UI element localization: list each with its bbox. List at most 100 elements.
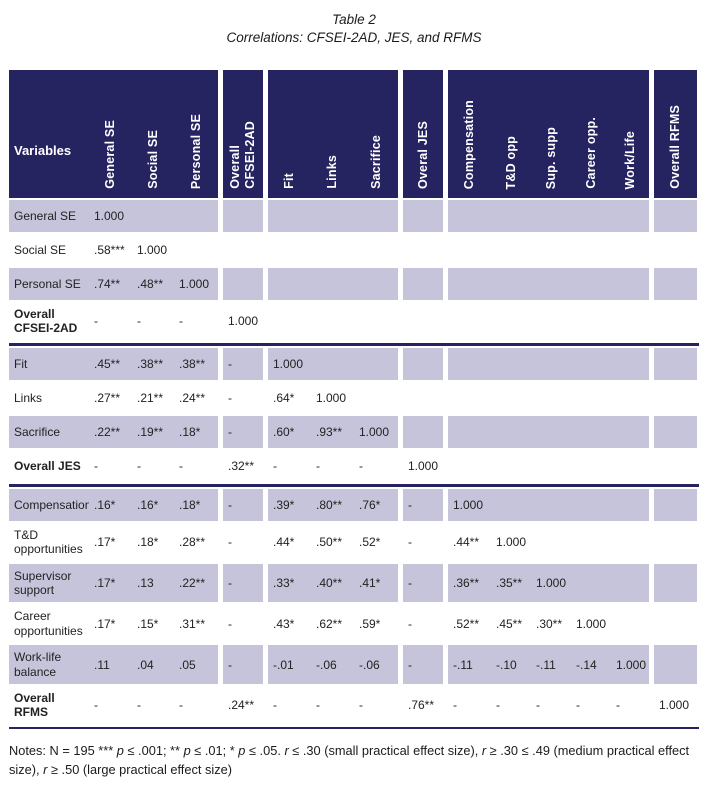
table-cell [531, 488, 571, 521]
table-cell: - [223, 488, 263, 521]
column-gutter [649, 347, 654, 380]
table-cell: .05 [174, 645, 218, 684]
table-cell: - [89, 302, 132, 341]
row-label: Work-life balance [9, 645, 89, 684]
notes-text-segment: p [238, 742, 246, 758]
table-cell: - [311, 449, 354, 482]
table-cell: .74** [89, 268, 132, 301]
column-gutter [398, 645, 403, 684]
table-cell [268, 302, 311, 341]
correlation-table: Variables General SE Social SE Personal SE O… [9, 70, 699, 729]
table-cell: .38** [174, 347, 218, 380]
table-cell: .93** [311, 415, 354, 448]
table-cell: .76** [403, 686, 443, 725]
column-gutter [218, 381, 223, 414]
row-label: Links [9, 381, 89, 414]
column-gutter [443, 268, 448, 301]
table-cell [354, 347, 398, 380]
notes-text-segment: ≤ .001; ** [123, 742, 184, 758]
table-cell: - [403, 604, 443, 644]
table-cell: 1.000 [174, 268, 218, 301]
table-cell [571, 449, 611, 482]
table-cell: - [448, 686, 491, 725]
table-row: Compensation .16* .16* .18* - .39* .80** .76* -1… [9, 488, 699, 521]
table-cell [611, 415, 649, 448]
table-cell: - [89, 449, 132, 482]
table-cell: - [174, 449, 218, 482]
table-cell: .60* [268, 415, 311, 448]
table-cell: .43* [268, 604, 311, 644]
table-cell [531, 200, 571, 233]
column-gutter [649, 302, 654, 341]
table-cell [531, 302, 571, 341]
variables-header: Variables [9, 70, 89, 199]
table-row: Overall RFMS - - - .24** - - - .76** - - - - -1.000 [9, 686, 699, 725]
table-cell: - [223, 522, 263, 562]
table-cell [571, 234, 611, 267]
table-row: Links .27** .21** .24** - .64* 1.000 [9, 381, 699, 414]
table-cell: -.11 [448, 645, 491, 684]
header-row: Variables General SE Social SE Personal SE O… [9, 70, 699, 199]
table-number: Table 2 [332, 12, 376, 27]
table-cell: .44** [448, 522, 491, 562]
table-cell: - [403, 645, 443, 684]
table-cell: - [132, 449, 174, 482]
table-cell: - [223, 347, 263, 380]
table-cell: .04 [132, 645, 174, 684]
table-cell: .16* [132, 488, 174, 521]
table-cell: - [223, 563, 263, 603]
column-gutter [649, 604, 654, 644]
table-cell: .62** [311, 604, 354, 644]
table-cell: .18* [174, 488, 218, 521]
table-cell [174, 200, 218, 233]
table-cell [491, 381, 531, 414]
table-cell [491, 302, 531, 341]
table-cell: .17* [89, 604, 132, 644]
table-row: Overall JES - - - .32** - - -1.000 [9, 449, 699, 482]
table-cell: .21** [132, 381, 174, 414]
table-cell [311, 268, 354, 301]
table-cell: .33* [268, 563, 311, 603]
column-gutter [263, 522, 268, 562]
notes-text-segment: p [116, 742, 124, 758]
column-header: Overall RFMS [654, 70, 697, 199]
column-header-label: Overal JES [415, 121, 430, 190]
table-cell: - [223, 381, 263, 414]
table-cell [654, 234, 697, 267]
column-gutter [398, 522, 403, 562]
column-header-label: Social SE [145, 130, 160, 190]
table-cell [531, 234, 571, 267]
table-cell [571, 488, 611, 521]
column-gutter [649, 415, 654, 448]
column-gutter [263, 381, 268, 414]
column-header-label: Career opp. [583, 117, 598, 190]
table-cell [491, 488, 531, 521]
table-cell [611, 522, 649, 562]
column-gutter [263, 488, 268, 521]
table-cell [654, 604, 697, 644]
table-cell: -.06 [354, 645, 398, 684]
table-cell: -.11 [531, 645, 571, 684]
column-gutter [398, 70, 403, 199]
column-gutter [263, 347, 268, 380]
column-gutter [398, 604, 403, 644]
table-cell [403, 415, 443, 448]
column-gutter [443, 381, 448, 414]
table-cell: - [174, 302, 218, 341]
table-cell: .52** [448, 604, 491, 644]
row-label: Sacrifice [9, 415, 89, 448]
column-gutter [649, 686, 654, 725]
notes-text-segment: Notes: N = 195 *** [9, 742, 117, 758]
table-cell [611, 347, 649, 380]
table-cell [403, 234, 443, 267]
column-gutter [218, 302, 223, 341]
column-gutter [398, 686, 403, 725]
table-cell: .16* [89, 488, 132, 521]
column-header-label: T&D opp [503, 135, 518, 190]
column-header-label: General SE [103, 120, 117, 190]
table-cell [654, 415, 697, 448]
table-cell [654, 200, 697, 233]
table-cell [654, 302, 697, 341]
table-cell: .36** [448, 563, 491, 603]
column-header-label: Overall RFMS [668, 105, 682, 190]
